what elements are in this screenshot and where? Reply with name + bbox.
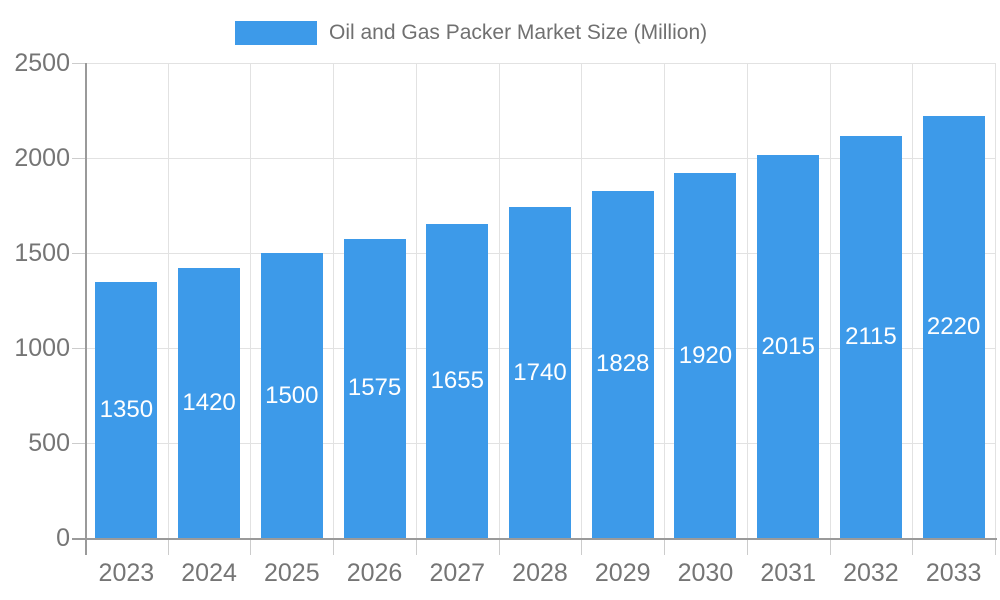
legend-item[interactable]: Oil and Gas Packer Market Size (Million) <box>235 20 707 46</box>
x-gridline <box>250 63 252 538</box>
x-tick <box>995 538 996 555</box>
x-gridline <box>415 63 417 538</box>
x-tick <box>167 538 169 555</box>
y-gridline <box>85 63 995 64</box>
x-tick-label: 2033 <box>925 559 982 587</box>
y-gridline <box>85 158 995 159</box>
bar-value-label: 2220 <box>926 313 981 341</box>
y-tick <box>72 158 85 159</box>
y-tick <box>72 443 85 444</box>
x-tick-label: 2030 <box>677 559 734 587</box>
x-tick-label: 2031 <box>760 559 816 587</box>
legend-swatch <box>235 21 317 45</box>
x-axis-line <box>72 538 997 540</box>
x-tick <box>912 538 914 555</box>
bar[interactable] <box>757 155 820 538</box>
x-tick <box>333 538 335 555</box>
bar-value-label: 1575 <box>347 374 402 402</box>
bar[interactable] <box>591 190 654 538</box>
bar-value-label: 1920 <box>678 341 733 369</box>
x-tick-label: 2027 <box>429 559 486 587</box>
y-tick-label: 1000 <box>14 334 70 362</box>
y-axis-line <box>85 63 87 555</box>
bar-value-label: 1420 <box>182 389 236 417</box>
bar[interactable] <box>674 173 737 538</box>
x-gridline <box>167 63 169 538</box>
y-tick-label: 2000 <box>14 144 70 172</box>
x-tick-label: 2025 <box>263 559 320 587</box>
y-tick <box>72 63 85 64</box>
x-tick <box>498 538 500 555</box>
x-tick-label: 2029 <box>594 559 651 587</box>
x-tick-label: 2023 <box>98 559 155 587</box>
x-gridline <box>664 63 666 538</box>
x-tick <box>415 538 417 555</box>
x-tick-label: 2026 <box>346 559 403 587</box>
y-tick-label: 0 <box>56 524 70 552</box>
x-tick <box>746 538 748 555</box>
x-gridline <box>829 63 831 538</box>
x-tick <box>581 538 583 555</box>
bar-value-label: 2115 <box>845 323 897 351</box>
bar[interactable] <box>839 136 902 538</box>
bar[interactable] <box>178 268 241 538</box>
y-tick <box>72 348 85 349</box>
bar[interactable] <box>426 223 489 538</box>
y-tick-label: 1500 <box>14 239 70 267</box>
x-tick <box>829 538 831 555</box>
x-gridline <box>912 63 914 538</box>
x-tick <box>664 538 666 555</box>
bar[interactable] <box>343 238 406 538</box>
legend-label: Oil and Gas Packer Market Size (Million) <box>329 21 708 44</box>
x-tick-label: 2032 <box>843 559 899 587</box>
x-gridline <box>333 63 335 538</box>
x-gridline <box>581 63 583 538</box>
bar-value-label: 1655 <box>430 366 484 394</box>
x-tick-label: 2024 <box>181 559 237 587</box>
y-tick <box>72 253 85 254</box>
bar-value-label: 1740 <box>513 358 567 386</box>
x-gridline <box>746 63 748 538</box>
y-tick-label: 500 <box>28 429 70 457</box>
x-tick <box>250 538 252 555</box>
bar-value-label: 2015 <box>761 332 815 360</box>
bar[interactable] <box>260 253 323 538</box>
bar-value-label: 1500 <box>265 381 319 409</box>
bar-value-label: 1350 <box>99 395 154 423</box>
bar[interactable] <box>922 116 985 538</box>
bar[interactable] <box>509 207 571 538</box>
bar-value-label: 1828 <box>596 350 650 378</box>
bar[interactable] <box>95 281 158 538</box>
x-gridline <box>498 63 500 538</box>
x-tick-label: 2028 <box>512 559 568 587</box>
x-gridline <box>995 63 996 538</box>
y-tick-label: 2500 <box>14 49 70 77</box>
